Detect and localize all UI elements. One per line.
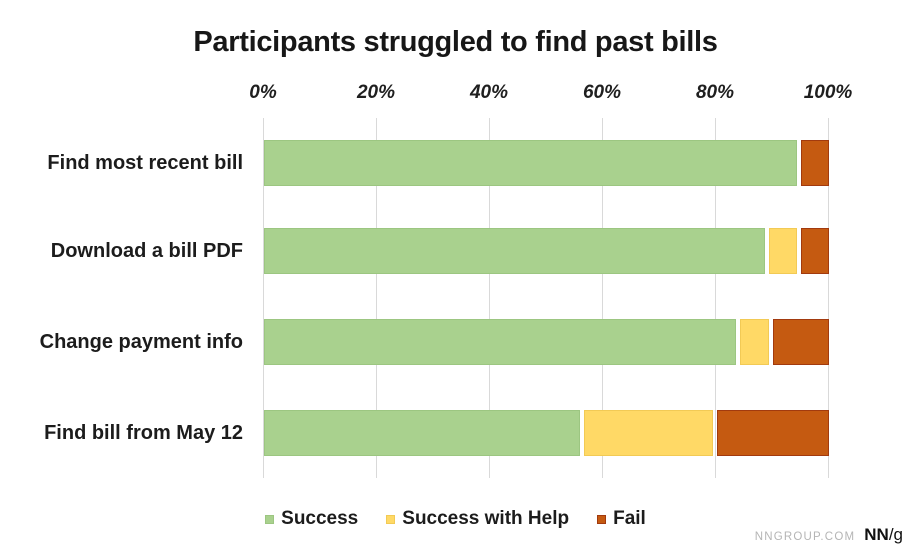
footer: NNGROUP.COM NN/g xyxy=(755,525,903,545)
category-label-1: Download a bill PDF xyxy=(50,239,243,262)
bar-row-1 xyxy=(264,228,830,274)
footer-site-url: NNGROUP.COM xyxy=(754,531,856,543)
segment-success xyxy=(264,140,797,186)
x-tick-label-60%: 60% xyxy=(582,82,622,103)
category-label-3: Find bill from May 12 xyxy=(44,421,243,444)
chart-title: Participants struggled to find past bill… xyxy=(193,26,718,58)
legend-label: Success xyxy=(281,508,359,529)
x-tick-label-40%: 40% xyxy=(469,82,509,103)
x-tick-label-0%: 0% xyxy=(249,82,277,103)
category-label-2: Change payment info xyxy=(39,330,243,353)
bar-row-0 xyxy=(264,140,829,186)
plot-area: 0% 20% 40% 60% 80% 100% xyxy=(249,82,852,478)
segment-success-with-help xyxy=(768,228,797,274)
legend-item-fail: Fail xyxy=(597,508,646,530)
x-tick-label-80%: 80% xyxy=(695,82,735,103)
segment-success-with-help xyxy=(583,410,713,456)
nng-logo-slash-g: /g xyxy=(888,525,903,544)
segment-success-with-help xyxy=(740,319,769,365)
legend-marker-icon xyxy=(265,514,275,524)
legend-marker-icon xyxy=(597,514,607,524)
gridline-100% xyxy=(828,118,829,478)
x-tick-label-20%: 20% xyxy=(356,82,396,103)
nng-logo-nn: NN xyxy=(864,525,889,544)
gridline-20% xyxy=(376,118,377,478)
nng-logo: NN/g xyxy=(864,525,903,545)
gridline-0% xyxy=(263,118,264,478)
segment-success xyxy=(264,228,765,274)
legend-label: Fail xyxy=(613,508,646,529)
x-tick-label-100%: 100% xyxy=(803,82,853,103)
gridline-80% xyxy=(715,118,716,478)
category-label-0: Find most recent bill xyxy=(47,151,243,174)
bar-row-2 xyxy=(264,319,829,365)
legend-marker-icon xyxy=(386,514,396,524)
segment-fail xyxy=(716,410,830,456)
segment-fail xyxy=(800,140,829,186)
gridline-40% xyxy=(489,118,490,478)
legend-item-success: Success xyxy=(265,508,358,530)
segment-success xyxy=(264,319,737,365)
legend-label: Success with Help xyxy=(402,508,570,529)
segment-fail xyxy=(772,319,829,365)
legend: Success Success with Help Fail xyxy=(0,508,911,530)
segment-fail xyxy=(800,228,830,274)
gridline-60% xyxy=(602,118,603,478)
legend-item-success-with-help: Success with Help xyxy=(386,508,569,530)
bar-row-3 xyxy=(264,410,830,456)
segment-success xyxy=(264,410,580,456)
